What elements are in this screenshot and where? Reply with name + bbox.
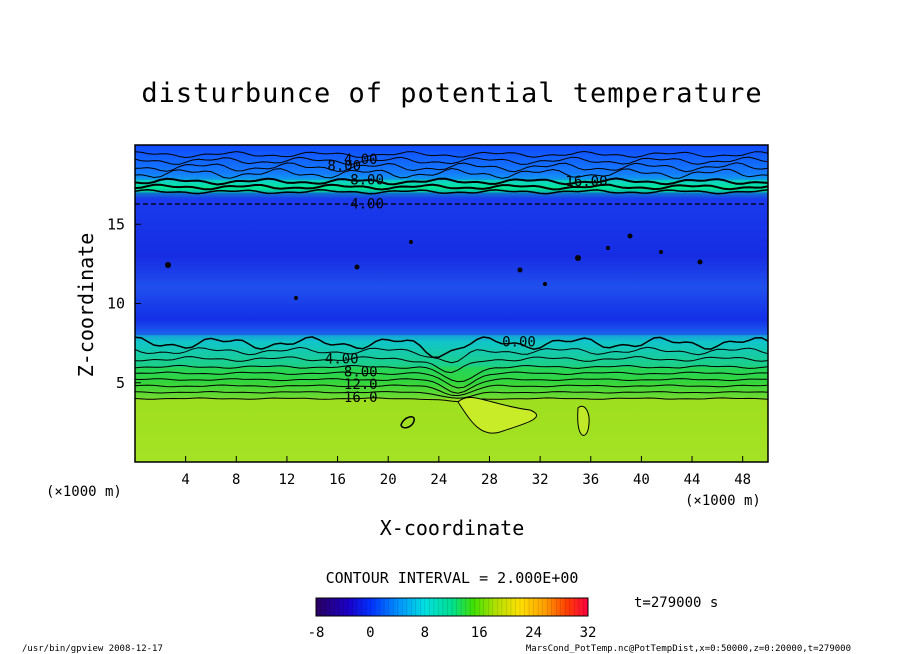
contour-label: 12.0 bbox=[344, 377, 378, 393]
contour-label: 4.00 bbox=[350, 196, 384, 212]
contour-label: 8.00 bbox=[344, 364, 378, 380]
colorbar-tick-label: 16 bbox=[471, 625, 488, 641]
contour-labels: 4.008.008.004.000.004.008.0012.016.016.0… bbox=[325, 152, 608, 406]
plot-area bbox=[135, 145, 768, 462]
contour-blob-small bbox=[400, 416, 415, 429]
y-tick-label: 5 bbox=[116, 374, 125, 392]
contour-line-0 bbox=[135, 150, 768, 159]
contour-line-5 bbox=[135, 183, 768, 191]
footer-right: MarsCond_PotTemp.nc@PotTempDist,x=0:5000… bbox=[526, 644, 851, 654]
contour-line-15 bbox=[135, 397, 768, 403]
colorbar-fill bbox=[316, 598, 588, 616]
contour-label: 16.0 bbox=[344, 390, 378, 406]
x-axis-ticks: 4 8 12 16 20 24 28 32 36 40 44 48 bbox=[181, 456, 751, 488]
contour-line-1 bbox=[135, 156, 768, 166]
colorbar-tick-label: 0 bbox=[366, 625, 374, 641]
x-tick-label: 32 bbox=[532, 472, 549, 488]
contour-line-4 bbox=[135, 177, 768, 186]
contour-line-7 bbox=[135, 336, 768, 358]
x-tick-label: 16 bbox=[329, 472, 346, 488]
contour-line-11 bbox=[135, 371, 768, 389]
x-tick-label: 20 bbox=[380, 472, 397, 488]
contour-line-6 bbox=[135, 188, 768, 195]
contour-line-14 bbox=[135, 390, 768, 399]
field-band-4 bbox=[135, 366, 768, 399]
contour-blob-warm bbox=[457, 396, 538, 434]
colorbar-frame bbox=[315, 597, 589, 617]
contour-line-8 bbox=[135, 346, 768, 364]
y-tick-label: 10 bbox=[107, 295, 125, 313]
x-tick-label: 40 bbox=[633, 472, 650, 488]
footer-left: /usr/bin/gpview 2008-12-17 bbox=[22, 644, 163, 654]
colorbar-ticks: -8 0 8 16 24 32 bbox=[308, 625, 597, 641]
colorbar-tick-label: 32 bbox=[580, 625, 597, 641]
y-tick-label: 15 bbox=[107, 215, 125, 233]
x-tick-label: 28 bbox=[481, 472, 498, 488]
field-fill bbox=[135, 145, 768, 462]
time-label: t=279000 s bbox=[634, 595, 718, 611]
chart-title: disturbunce of potential temperature bbox=[141, 78, 762, 109]
field-band-2 bbox=[135, 192, 768, 336]
x-unit-right: (×1000 m) bbox=[685, 493, 761, 509]
colorbar-tick-label: 8 bbox=[421, 625, 429, 641]
contour-line-13 bbox=[135, 384, 768, 397]
field-band-0 bbox=[135, 145, 768, 180]
contour-line-9 bbox=[135, 356, 768, 374]
contour-label: 8.00 bbox=[327, 158, 361, 174]
x-tick-label: 48 bbox=[734, 472, 751, 488]
x-tick-label: 12 bbox=[278, 472, 295, 488]
contour-label: 8.00 bbox=[350, 173, 384, 189]
y-axis-ticks: 5 10 15 bbox=[107, 215, 141, 392]
colorbar-tick-label: 24 bbox=[525, 625, 542, 641]
colorbar-stripes bbox=[320, 598, 584, 616]
colorbar: -8 0 8 16 24 32 bbox=[308, 597, 597, 641]
x-tick-label: 8 bbox=[232, 472, 240, 488]
x-tick-label: 4 bbox=[181, 472, 189, 488]
x-tick-label: 44 bbox=[684, 472, 701, 488]
contour-line-2 bbox=[135, 162, 768, 173]
contour-label: 0.00 bbox=[502, 334, 536, 350]
x-tick-label: 36 bbox=[582, 472, 599, 488]
contour-label: 4.00 bbox=[344, 152, 378, 168]
x-unit-left: (×1000 m) bbox=[46, 484, 122, 500]
contour-label: 4.00 bbox=[325, 352, 359, 368]
contour-line-10 bbox=[135, 364, 768, 383]
contour-line-3 bbox=[135, 167, 768, 179]
contour-label: 16.00 bbox=[565, 174, 607, 190]
contour-blobs bbox=[165, 233, 703, 404]
contour-interval-label: CONTOUR INTERVAL = 2.000E+00 bbox=[326, 569, 579, 587]
field-band-5 bbox=[135, 398, 768, 462]
contour-blob-right bbox=[577, 405, 590, 436]
contour-line-12 bbox=[135, 378, 768, 394]
x-tick-label: 24 bbox=[430, 472, 447, 488]
x-axis-label: X-coordinate bbox=[380, 516, 525, 540]
contour-lines bbox=[135, 150, 768, 403]
colorbar-tick-label: -8 bbox=[308, 625, 325, 641]
y-axis-label: Z-coordinate bbox=[74, 233, 98, 378]
